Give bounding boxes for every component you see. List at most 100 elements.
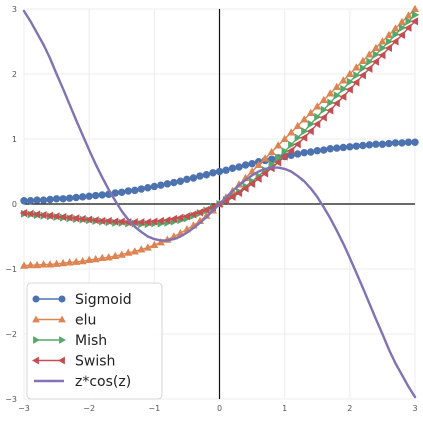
data-point-swish	[345, 85, 353, 94]
data-point-elu	[85, 255, 94, 263]
data-point-elu	[137, 245, 146, 253]
data-point-swish	[104, 216, 112, 225]
data-point-sigmoid	[307, 148, 315, 156]
data-point-swish	[176, 213, 184, 222]
data-point-swish	[306, 127, 314, 136]
data-point-elu	[345, 69, 354, 78]
series-layer	[19, 4, 420, 399]
data-point-mish	[379, 43, 387, 53]
data-point-sigmoid	[20, 197, 28, 205]
data-point-elu	[111, 251, 120, 260]
data-point-sigmoid	[150, 182, 159, 191]
x-tick-label: 0	[217, 404, 222, 413]
data-point-elu	[404, 11, 413, 19]
data-point-sigmoid	[157, 181, 165, 189]
data-point-sigmoid	[365, 141, 374, 149]
data-point-elu	[391, 24, 400, 32]
x-tick-label: −3	[18, 404, 30, 413]
data-point-elu	[300, 115, 309, 123]
data-point-sigmoid	[137, 185, 146, 193]
data-point-elu	[313, 102, 322, 110]
data-point-sigmoid	[372, 140, 380, 148]
data-point-sigmoid	[313, 147, 321, 155]
x-tick-label: 3	[412, 404, 417, 413]
data-point-swish	[299, 133, 308, 142]
data-point-sigmoid	[320, 146, 328, 154]
data-point-elu	[143, 243, 152, 251]
data-point-swish	[84, 215, 93, 224]
data-point-elu	[254, 160, 263, 169]
data-point-swish	[404, 23, 412, 32]
data-point-sigmoid	[378, 140, 387, 148]
data-point-elu	[287, 128, 296, 136]
data-point-elu	[378, 37, 387, 45]
data-point-swish	[52, 212, 60, 221]
data-point-sigmoid	[235, 163, 243, 171]
data-point-sigmoid	[26, 197, 35, 205]
data-point-swish	[313, 120, 321, 129]
legend-item-mish: Mish	[33, 333, 107, 349]
data-point-sigmoid	[209, 169, 217, 177]
data-point-elu	[280, 134, 289, 143]
data-point-mish	[353, 71, 361, 80]
data-point-mish	[275, 153, 283, 162]
data-point-mish	[307, 120, 315, 129]
legend-label: z*cos(z)	[75, 374, 131, 390]
legend-label: Sigmoid	[75, 292, 132, 308]
data-point-sigmoid	[163, 180, 172, 188]
data-point-mish	[333, 91, 342, 100]
data-point-swish	[228, 192, 236, 201]
data-point-swish	[286, 146, 295, 155]
data-point-elu	[261, 154, 270, 162]
data-point-mish	[411, 10, 420, 19]
legend-marker	[33, 336, 41, 344]
data-point-swish	[182, 212, 190, 221]
data-point-mish	[281, 147, 289, 156]
data-point-elu	[104, 253, 113, 261]
data-point-swish	[378, 51, 386, 60]
data-point-sigmoid	[78, 193, 87, 201]
legend-label: Swish	[75, 354, 115, 370]
data-point-swish	[410, 17, 419, 26]
data-point-sigmoid	[202, 171, 211, 179]
data-point-sigmoid	[59, 195, 67, 203]
data-point-mish	[359, 64, 368, 73]
data-point-swish	[58, 212, 67, 222]
data-point-swish	[241, 184, 249, 193]
legend-item-sigmoid: Sigmoid	[32, 292, 132, 308]
data-point-sigmoid	[294, 150, 302, 158]
data-point-sigmoid	[326, 145, 334, 153]
legend-label: elu	[75, 313, 96, 329]
legend-marker	[58, 295, 66, 303]
legend-label: Mish	[75, 333, 107, 349]
data-point-sigmoid	[144, 184, 152, 192]
data-point-elu	[65, 258, 74, 266]
data-point-elu	[339, 76, 348, 84]
data-point-sigmoid	[85, 192, 93, 200]
data-point-sigmoid	[131, 186, 139, 195]
legend-marker	[31, 356, 39, 365]
data-point-swish	[371, 57, 379, 66]
data-point-swish	[26, 209, 34, 218]
data-point-mish	[372, 50, 381, 59]
data-point-swish	[352, 78, 360, 87]
data-point-elu	[358, 56, 367, 65]
data-point-sigmoid	[346, 143, 354, 151]
data-point-mish	[294, 133, 302, 142]
data-point-sigmoid	[196, 172, 204, 180]
data-point-swish	[260, 169, 269, 178]
data-point-mish	[340, 84, 348, 93]
data-point-sigmoid	[215, 167, 224, 176]
data-point-sigmoid	[411, 138, 419, 146]
data-point-sigmoid	[222, 166, 230, 174]
data-point-sigmoid	[391, 139, 400, 147]
data-point-elu	[98, 253, 107, 262]
y-tick-label: 2	[12, 70, 17, 79]
data-point-elu	[306, 108, 315, 117]
data-point-elu	[384, 30, 393, 39]
data-point-swish	[91, 216, 99, 225]
data-point-elu	[26, 260, 35, 269]
data-point-sigmoid	[385, 139, 393, 148]
data-point-sigmoid	[189, 174, 198, 182]
